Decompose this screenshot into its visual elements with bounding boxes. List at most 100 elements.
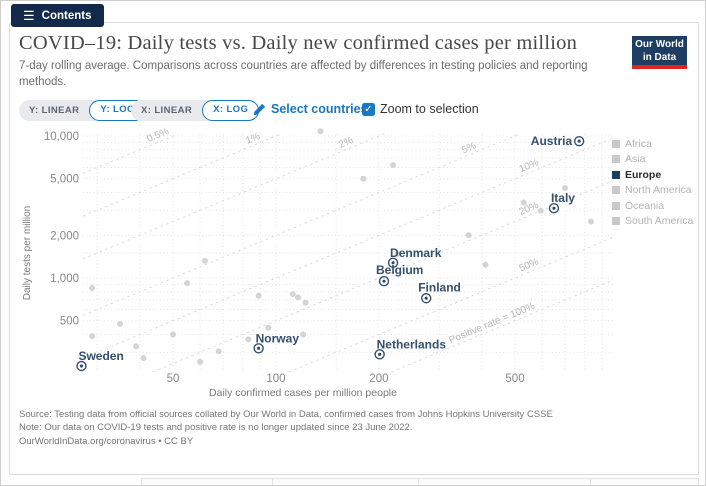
legend-label: South America [625, 215, 694, 228]
point-sweden[interactable]: Sweden [76, 349, 124, 372]
x-axis-title: Daily confirmed cases per million people [209, 387, 397, 399]
timeline-slider: Jan 28, 2020 Jul 1, 2022 [1, 453, 705, 477]
country-label: Finland [418, 280, 461, 294]
point-netherlands[interactable]: Netherlands [374, 337, 447, 360]
y-tick-label: 2,000 [50, 230, 79, 242]
background-point [184, 280, 191, 287]
y-tick-label: 1,000 [50, 273, 79, 285]
x-log-button[interactable]: X: LOG [202, 100, 260, 121]
background-point [394, 250, 401, 257]
background-point [317, 128, 324, 135]
background-point [302, 299, 309, 306]
legend-item-africa[interactable]: Africa [612, 136, 698, 152]
positive-rate-lines: 0.5% 1% 2% 5%10%20%50%Positive rate = 100% [82, 126, 614, 373]
country-label: Norway [256, 331, 300, 345]
legend-item-oceania[interactable]: Oceania [612, 198, 698, 214]
legend-item-south-america[interactable]: South America [612, 214, 698, 230]
background-point [360, 175, 367, 182]
background-point [170, 331, 176, 338]
x-tick-label: 100 [266, 373, 285, 385]
point-finland[interactable]: Finland [418, 280, 461, 304]
rate-label: 10% [518, 157, 541, 175]
y-tick-label: 5,000 [50, 174, 79, 186]
background-point [255, 292, 262, 299]
scatter-plot: 0.5% 1% 2% 5%10%20%50%Positive rate = 100%5… [22, 126, 614, 399]
contents-button[interactable]: ☰ Contents [11, 4, 104, 27]
background-point [465, 232, 472, 239]
legend-item-europe[interactable]: Europe [612, 167, 698, 183]
country-label: Belgium [376, 263, 423, 277]
link-line[interactable]: OurWorldInData.org/coronavirus • CC BY [19, 435, 194, 447]
legend-label: Asia [625, 153, 646, 166]
chart-subtitle: 7-day rolling average. Comparisons acros… [19, 60, 588, 88]
y-linear-button[interactable]: Y: LINEAR [29, 105, 80, 116]
pencil-icon [253, 103, 266, 115]
source-line: Source: Testing data from official sourc… [19, 409, 553, 420]
rate-label: 5% [460, 140, 478, 156]
legend-label: Africa [625, 137, 652, 150]
note-line: Note: Our data on COVID-19 tests and pos… [19, 422, 413, 434]
country-label: Austria [531, 134, 573, 148]
background-point [390, 161, 397, 168]
background-point [201, 257, 208, 264]
checkbox-checked-icon[interactable]: ✓ [362, 102, 375, 116]
select-countries-button[interactable]: Select countries [253, 102, 368, 116]
background-point [587, 218, 594, 225]
background-point [117, 320, 124, 327]
chart-card [9, 22, 699, 475]
point-belgium[interactable]: Belgium [376, 263, 423, 287]
point-italy[interactable]: Italy [548, 191, 575, 214]
country-label: Netherlands [377, 337, 447, 351]
rate-label: 0.5% [145, 126, 170, 145]
background-point [245, 336, 252, 343]
background-point [289, 291, 296, 298]
legend-label: Oceania [625, 199, 665, 212]
background-point [482, 261, 489, 268]
legend-item-asia[interactable]: Asia [612, 152, 698, 168]
x-tick-label: 200 [369, 373, 388, 385]
background-point [133, 343, 140, 350]
point-norway[interactable]: Norway [253, 331, 300, 354]
legend-swatch [612, 186, 620, 195]
point-austria[interactable]: Austria [531, 134, 585, 148]
legend-swatch [612, 201, 620, 210]
background-points [89, 128, 594, 365]
legend-swatch [612, 155, 620, 164]
continent-legend: Africa Asia Europe North America Oceania Sout… [612, 136, 698, 229]
owid-logo[interactable]: Our World in Data [632, 36, 687, 69]
rate-label: 2% [337, 135, 355, 151]
background-point [300, 331, 307, 338]
background-point [265, 324, 272, 331]
country-label: Sweden [78, 349, 123, 363]
y-tick-label: 500 [60, 316, 79, 328]
table-header-cell [273, 479, 419, 485]
legend-swatch [612, 139, 620, 148]
background-point [520, 199, 527, 206]
table-header-cell [419, 479, 591, 485]
rate-label: 1% [244, 131, 262, 147]
hamburger-icon: ☰ [23, 7, 35, 23]
legend-label: North America [625, 184, 692, 197]
axes: 50 100 200 500 500 1,000 2,000 5,000 10,000 Daily… [22, 131, 525, 399]
zoom-to-selection-checkbox[interactable]: ✓ Zoom to selection [362, 102, 479, 116]
table-header-cell [142, 479, 273, 485]
legend-swatch [612, 170, 620, 179]
y-axis-title: Daily tests per million [22, 206, 33, 300]
x-tick-label: 50 [167, 373, 180, 385]
page-title: COVID–19: Daily tests vs. Daily new conf… [19, 32, 578, 54]
x-linear-button[interactable]: X: LINEAR [141, 105, 193, 116]
rate-label: 50% [518, 257, 541, 275]
background-point [89, 333, 96, 340]
legend-item-north-america[interactable]: North America [612, 183, 698, 199]
point-denmark[interactable]: Denmark [387, 246, 442, 268]
background-point [140, 355, 147, 362]
country-points: Austria Italy Denmark Belgium Finland Netherl… [76, 134, 585, 372]
contents-label: Contents [41, 9, 92, 22]
x-scale-toggle: X: LINEAR X: LOG [131, 100, 260, 121]
gridlines [83, 134, 613, 372]
background-point [294, 294, 301, 301]
background-point [215, 348, 222, 355]
rate-label: Positive rate = 100% [447, 301, 536, 346]
country-label: Italy [551, 191, 575, 205]
